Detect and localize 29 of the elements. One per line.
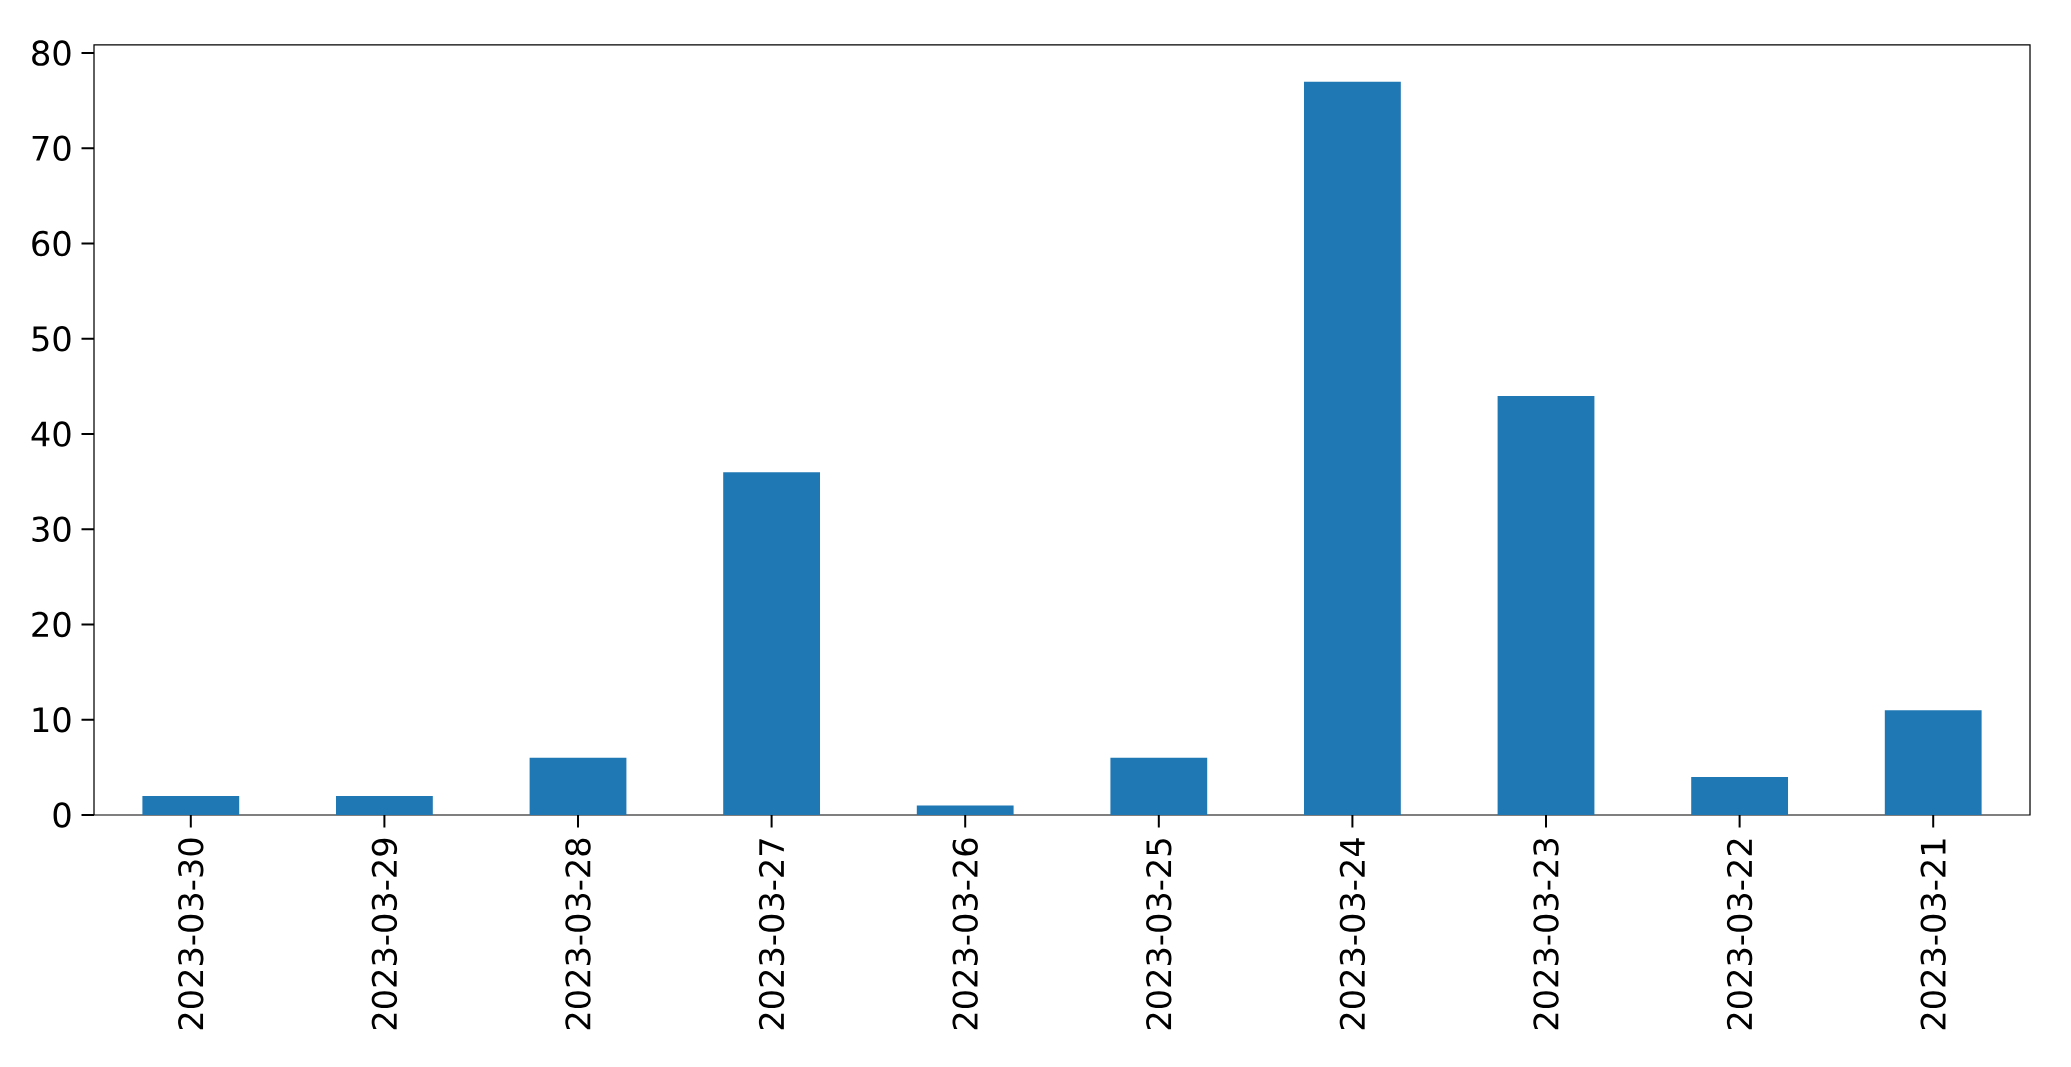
x-tick-label: 2023-03-27	[758, 839, 785, 1030]
bar	[1884, 710, 1982, 815]
y-tick-label: 40	[31, 421, 71, 447]
bar	[1304, 81, 1401, 815]
y-tick-label: 10	[33, 707, 71, 733]
bar	[1110, 757, 1208, 815]
x-tick-label: 2023-03-28	[565, 838, 591, 1030]
x-tick-label: 2023-03-29	[371, 838, 398, 1030]
x-tick-label: 2023-03-25	[1146, 839, 1172, 1030]
bar	[529, 757, 627, 815]
y-tick-label: 20	[32, 611, 71, 638]
bar	[1691, 776, 1789, 815]
y-tick-label: 0	[53, 802, 71, 828]
y-tick-label: 30	[32, 516, 71, 542]
y-tick-label: 60	[32, 230, 71, 257]
x-tick-label: 2023-03-24	[1339, 838, 1366, 1030]
x-tick-label: 2023-03-23	[1533, 839, 1559, 1030]
bar	[336, 795, 433, 815]
bar	[916, 805, 1014, 815]
x-tick-label: 2023-03-21	[1920, 839, 1946, 1030]
x-tick-label: 2023-03-30	[178, 838, 204, 1030]
bar	[142, 795, 240, 815]
x-tick-label: 2023-03-22	[1726, 839, 1753, 1030]
y-tick-label: 50	[32, 326, 71, 352]
x-tick-label: 2023-03-26	[952, 838, 978, 1030]
y-tick-label: 80	[32, 40, 71, 66]
bar	[723, 472, 821, 815]
y-tick-label: 70	[32, 135, 71, 162]
bar	[1497, 395, 1595, 815]
